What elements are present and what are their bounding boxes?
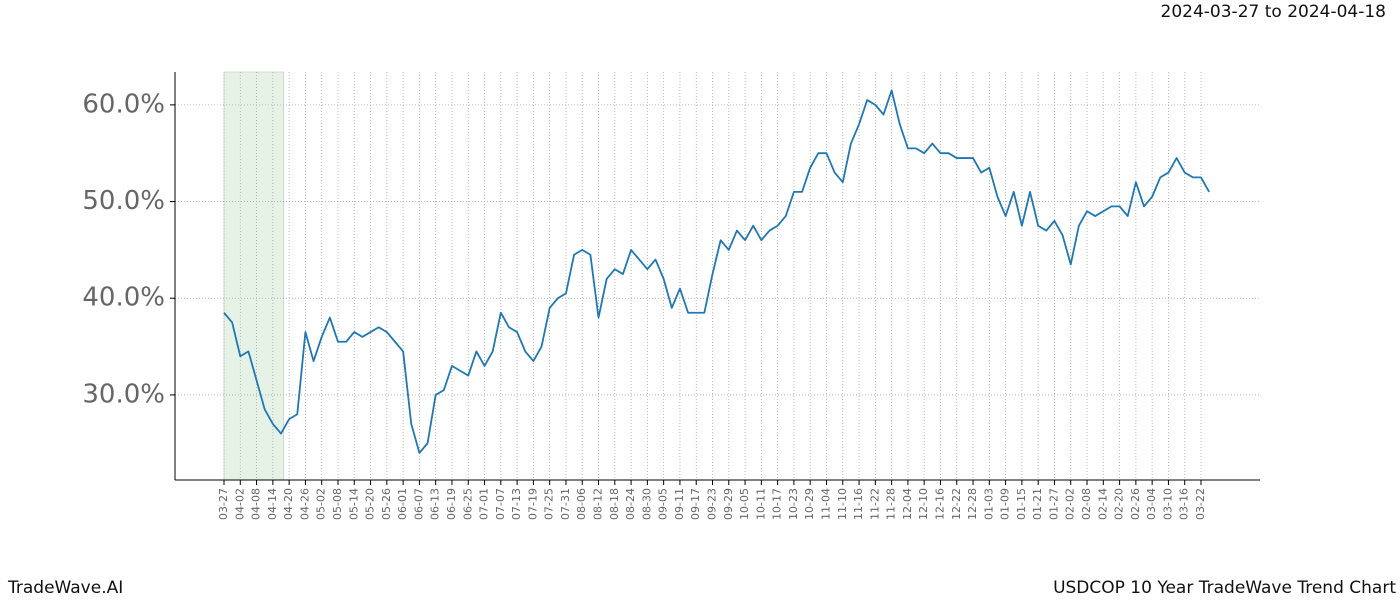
y-tick-label: 30.0% xyxy=(82,379,165,409)
x-tick-label: 04-20 xyxy=(282,488,295,520)
x-tick-label: 04-02 xyxy=(233,488,246,520)
x-tick-label: 07-13 xyxy=(510,488,523,520)
x-tick-label: 01-03 xyxy=(982,488,995,520)
x-tick-label: 09-23 xyxy=(706,488,719,520)
x-tick-label: 05-14 xyxy=(347,488,360,520)
x-tick-label: 07-31 xyxy=(559,488,572,520)
x-tick-label: 12-28 xyxy=(966,488,979,520)
x-tick-label: 06-07 xyxy=(412,488,425,520)
x-tick-label: 07-19 xyxy=(526,488,539,520)
x-tick-label: 03-10 xyxy=(1161,488,1174,520)
x-tick-label: 02-08 xyxy=(1080,488,1093,520)
x-tick-label: 11-28 xyxy=(885,488,898,520)
x-tick-label: 01-15 xyxy=(1015,488,1028,520)
x-tick-label: 12-16 xyxy=(933,488,946,520)
x-tick-label: 06-25 xyxy=(461,488,474,520)
x-tick-label: 07-07 xyxy=(494,488,507,520)
x-tick-label: 01-21 xyxy=(1031,488,1044,520)
y-tick-label: 50.0% xyxy=(82,186,165,216)
x-tick-label: 11-16 xyxy=(852,488,865,520)
x-tick-label: 02-20 xyxy=(1113,488,1126,520)
x-tick-label: 03-04 xyxy=(1145,488,1158,520)
x-tick-label: 09-17 xyxy=(689,488,702,520)
x-tick-label: 02-02 xyxy=(1064,488,1077,520)
x-tick-label: 10-29 xyxy=(803,488,816,520)
x-tick-label: 02-14 xyxy=(1096,488,1109,520)
x-tick-label: 12-10 xyxy=(917,488,930,520)
x-tick-label: 05-08 xyxy=(331,488,344,520)
footer-left: TradeWave.AI xyxy=(7,578,123,598)
x-tick-label: 01-27 xyxy=(1047,488,1060,520)
x-tick-label: 08-30 xyxy=(640,488,653,520)
x-tick-label: 03-16 xyxy=(1178,488,1191,520)
chart-title: 2024-03-27 to 2024-04-18 xyxy=(1161,2,1386,22)
x-tick-label: 12-04 xyxy=(901,488,914,520)
x-tick-label: 02-26 xyxy=(1129,488,1142,520)
x-tick-label: 09-05 xyxy=(657,488,670,520)
y-tick-label: 40.0% xyxy=(82,283,165,313)
x-tick-label: 08-18 xyxy=(608,488,621,520)
x-tick-label: 07-01 xyxy=(478,488,491,520)
x-tick-label: 01-09 xyxy=(999,488,1012,520)
x-tick-label: 10-11 xyxy=(754,488,767,520)
x-tick-label: 11-22 xyxy=(868,488,881,520)
x-tick-label: 04-26 xyxy=(298,488,311,520)
x-tick-label: 04-14 xyxy=(266,488,279,520)
x-tick-label: 10-17 xyxy=(771,488,784,520)
x-tick-label: 08-06 xyxy=(575,488,588,520)
x-tick-label: 11-04 xyxy=(819,488,832,520)
x-tick-label: 07-25 xyxy=(543,488,556,520)
x-tick-label: 06-13 xyxy=(429,488,442,520)
x-tick-label: 08-24 xyxy=(624,488,637,520)
x-tick-label: 05-02 xyxy=(315,488,328,520)
x-tick-label: 05-20 xyxy=(364,488,377,520)
footer-right: USDCOP 10 Year TradeWave Trend Chart xyxy=(1053,578,1396,598)
x-tick-label: 09-11 xyxy=(673,488,686,520)
x-tick-label: 12-22 xyxy=(950,488,963,520)
y-tick-label: 60.0% xyxy=(82,89,165,119)
x-tick-label: 05-26 xyxy=(380,488,393,520)
x-tick-label: 03-27 xyxy=(217,488,230,520)
x-tick-label: 06-19 xyxy=(445,488,458,520)
x-tick-label: 09-29 xyxy=(722,488,735,520)
x-tick-label: 06-01 xyxy=(396,488,409,520)
x-tick-label: 10-23 xyxy=(787,488,800,520)
trend-line xyxy=(223,89,1210,454)
x-tick-label: 03-22 xyxy=(1194,488,1207,520)
x-tick-label: 08-12 xyxy=(592,488,605,520)
x-tick-label: 10-05 xyxy=(738,488,751,520)
highlight-span xyxy=(223,71,284,481)
x-tick-label: 04-08 xyxy=(250,488,263,520)
x-tick-label: 11-10 xyxy=(836,488,849,520)
